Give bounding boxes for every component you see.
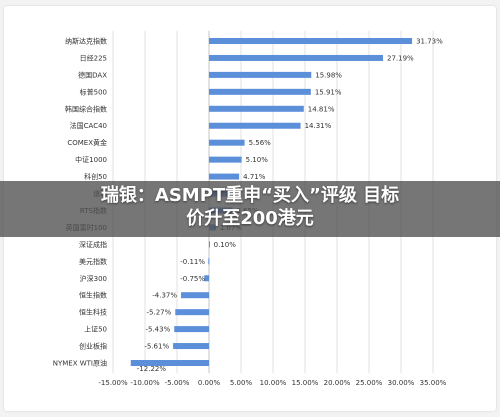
category-label: 创业板指: [79, 342, 107, 351]
category-label: 法国CAC40: [70, 121, 107, 130]
category-label: 标普500: [80, 87, 107, 96]
category-label: 纳斯达克指数: [65, 37, 107, 46]
bar: [130, 360, 209, 366]
x-tick-label: 35.00%: [420, 379, 447, 387]
headline-line-1: 瑞银：ASMPT重申“买入”评级 目标: [100, 185, 400, 206]
value-label: 14.31%: [305, 122, 332, 130]
bar: [209, 88, 311, 95]
bar: [209, 38, 413, 44]
value-label: 15.91%: [315, 88, 342, 96]
bar: [174, 326, 209, 333]
value-label: -0.75%: [180, 275, 205, 283]
value-label: 27.19%: [387, 54, 414, 62]
x-tick-label: 15.00%: [292, 379, 319, 387]
x-tick-label: 20.00%: [324, 379, 351, 387]
bar: [181, 292, 209, 299]
value-label: 31.73%: [416, 38, 443, 46]
value-label: 0.10%: [214, 241, 237, 249]
label-layer: -15.00% -10.00% -5.00% 0.00% 5.00% 10.00% 15.0…: [53, 37, 447, 388]
category-label: 美元指数: [79, 257, 107, 266]
x-tick-label: 25.00%: [356, 379, 383, 387]
category-label: 日经225: [80, 53, 107, 62]
headline: 瑞银：ASMPT重申“买入”评级 目标 价升至200港元: [0, 184, 500, 230]
bar: [209, 71, 312, 78]
category-label: COMEX黄金: [67, 138, 107, 147]
category-label: 恒生指数: [79, 291, 107, 300]
value-label: -5.27%: [147, 309, 172, 317]
bar: [209, 54, 384, 61]
category-label: 德国DAX: [78, 70, 107, 79]
value-label: 14.81%: [308, 105, 335, 113]
value-label: -0.11%: [180, 258, 205, 266]
x-tick-label: -10.00%: [130, 379, 160, 387]
bar: [209, 156, 242, 163]
bar: [175, 309, 209, 316]
category-label: 恒生科技: [79, 308, 107, 317]
headline-overlay: [0, 181, 500, 237]
headline-line-2: 价升至200港元: [186, 208, 314, 229]
value-label: 15.98%: [315, 71, 342, 79]
category-label: 沪深300: [80, 274, 107, 283]
category-label: NYMEX WTI原油: [53, 359, 107, 368]
category-label: 中证1000: [75, 155, 107, 164]
category-label: 深证成指: [79, 240, 107, 249]
x-tick-label: 30.00%: [388, 379, 415, 387]
value-label: -12.22%: [137, 365, 167, 373]
bar: [208, 258, 210, 265]
bar: [209, 173, 240, 180]
bar: [209, 122, 301, 129]
x-tick-label: 5.00%: [230, 379, 253, 387]
x-tick-label: -5.00%: [165, 379, 190, 387]
bar: [204, 275, 209, 282]
category-label: 上证50: [84, 325, 107, 334]
category-label: 科创50: [84, 172, 107, 181]
value-label: 4.71%: [243, 173, 266, 181]
category-label: 韩国综合指数: [65, 104, 107, 113]
value-label: 5.56%: [249, 139, 272, 147]
value-label: 5.10%: [246, 156, 269, 164]
bar: [173, 343, 209, 350]
value-label: -5.43%: [145, 326, 170, 334]
value-label: -4.37%: [152, 292, 177, 300]
bar: [209, 241, 210, 248]
bar: [209, 105, 304, 112]
x-tick-label: 0.00%: [198, 379, 221, 387]
bar: [209, 139, 245, 146]
x-tick-label: -15.00%: [98, 379, 128, 387]
value-label: -5.61%: [144, 343, 169, 351]
x-tick-label: 10.00%: [260, 379, 287, 387]
